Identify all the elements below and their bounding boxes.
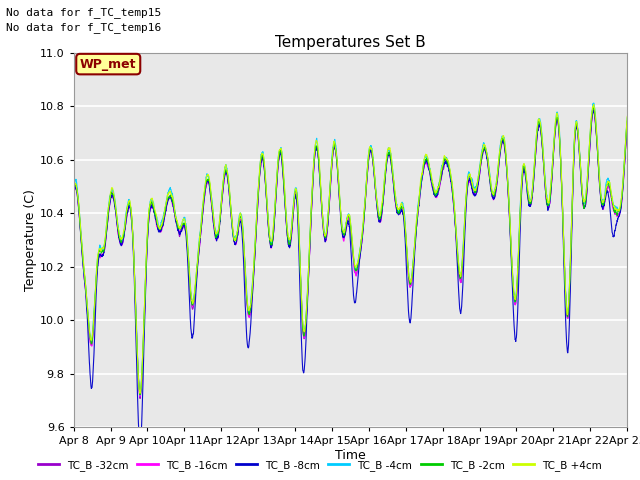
Legend: TC_B -32cm, TC_B -16cm, TC_B -8cm, TC_B -4cm, TC_B -2cm, TC_B +4cm: TC_B -32cm, TC_B -16cm, TC_B -8cm, TC_B … (34, 456, 606, 475)
Text: WP_met: WP_met (80, 58, 136, 71)
X-axis label: Time: Time (335, 449, 366, 462)
Text: No data for f_TC_temp15: No data for f_TC_temp15 (6, 7, 162, 18)
Y-axis label: Temperature (C): Temperature (C) (24, 189, 37, 291)
Title: Temperatures Set B: Temperatures Set B (275, 35, 426, 50)
Text: No data for f_TC_temp16: No data for f_TC_temp16 (6, 22, 162, 33)
